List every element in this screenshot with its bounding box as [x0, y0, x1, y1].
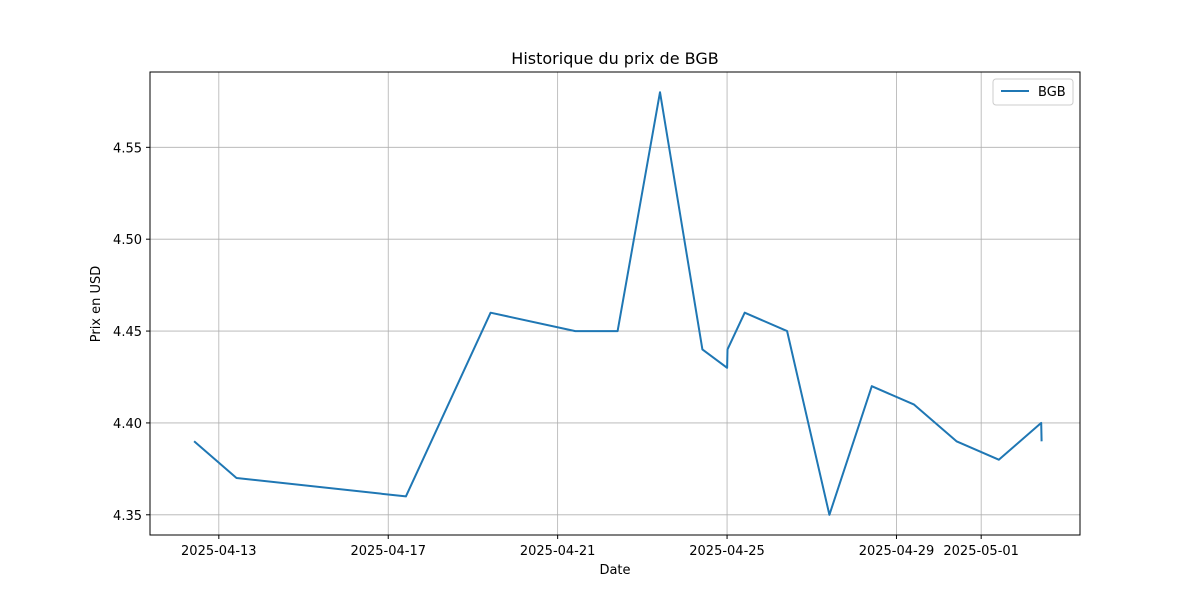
chart-title: Historique du prix de BGB	[511, 49, 718, 68]
x-tick-label: 2025-04-25	[689, 544, 765, 559]
plot-area-frame	[149, 71, 1081, 536]
y-tick-label: 4.40	[113, 417, 142, 432]
y-tick-label: 4.45	[113, 325, 142, 340]
legend-label: BGB	[1038, 85, 1066, 100]
x-axis: 2025-04-13 2025-04-17 2025-04-21 2025-04-25…	[181, 535, 1019, 559]
legend-box	[992, 78, 1074, 106]
x-axis-title: Date	[599, 563, 630, 578]
series-layer	[193, 91, 1043, 516]
x-tick-label: 2025-04-13	[181, 544, 257, 559]
y-tick-label: 4.55	[113, 141, 142, 156]
x-tick-label: 2025-05-01	[943, 544, 1019, 559]
y-tick-label: 4.35	[113, 509, 142, 524]
y-tick-label: 4.50	[113, 233, 142, 248]
x-tick-label: 2025-04-17	[350, 544, 426, 559]
x-tick-label: 2025-04-21	[520, 544, 596, 559]
y-axis-title: Prix en USD	[89, 266, 104, 343]
x-tick-label: 2025-04-29	[859, 544, 935, 559]
y-axis: 4.35 4.40 4.45 4.50 4.55	[113, 141, 150, 524]
grid	[150, 72, 1080, 535]
legend: BGB	[992, 78, 1074, 106]
series-line-bgb	[193, 91, 1043, 516]
